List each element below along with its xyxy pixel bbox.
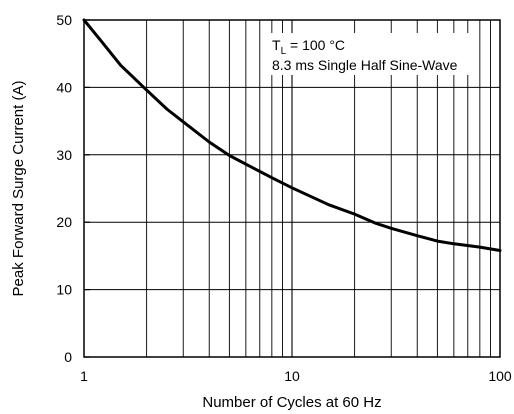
annotation-background bbox=[266, 33, 472, 75]
x-axis-title: Number of Cycles at 60 Hz bbox=[202, 394, 381, 411]
y-tick-label: 30 bbox=[56, 147, 72, 163]
x-tick-label: 1 bbox=[80, 368, 88, 384]
x-tick-label: 100 bbox=[488, 368, 512, 384]
annotation-temperature: TL = 100 °C bbox=[272, 37, 345, 57]
y-tick-label: 10 bbox=[56, 282, 72, 298]
y-tick-label: 40 bbox=[56, 79, 72, 95]
y-axis-tick-labels: 0 10 20 30 40 50 bbox=[56, 12, 90, 365]
y-tick-label: 20 bbox=[56, 214, 72, 230]
grid-lines bbox=[84, 20, 500, 357]
x-tick-label: 10 bbox=[284, 368, 300, 384]
y-tick-label: 50 bbox=[56, 12, 72, 28]
plot-frame bbox=[83, 19, 501, 358]
y-axis-title: Peak Forward Surge Current (A) bbox=[10, 81, 27, 297]
y-tick-label: 0 bbox=[64, 349, 72, 365]
x-axis-tick-labels: 1 10 100 bbox=[80, 368, 512, 384]
surge-current-curve bbox=[82, 18, 502, 252]
annotation-waveform: 8.3 ms Single Half Sine-Wave bbox=[272, 57, 458, 73]
